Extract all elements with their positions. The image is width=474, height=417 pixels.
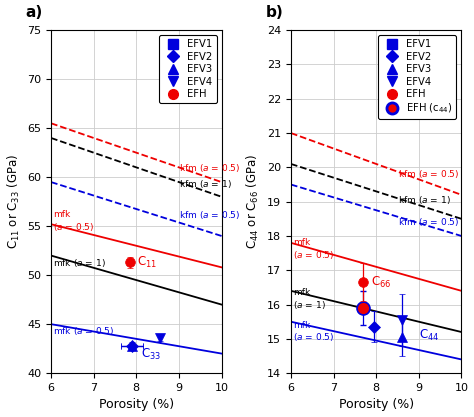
Text: kfm ($a$ = 0.5): kfm ($a$ = 0.5) [398,168,459,180]
Text: kfm ($a$ = 1): kfm ($a$ = 1) [398,194,450,206]
Legend: EFV1, EFV2, EFV3, EFV4, EFH: EFV1, EFV2, EFV3, EFV4, EFH [159,35,217,103]
Text: C$_{33}$: C$_{33}$ [141,347,161,362]
Text: C$_{66}$: C$_{66}$ [371,275,392,290]
Text: C$_{44}$: C$_{44}$ [419,328,439,343]
X-axis label: Porosity (%): Porosity (%) [99,399,174,412]
Legend: EFV1, EFV2, EFV3, EFV4, EFH, EFH (c$_{44}$): EFV1, EFV2, EFV3, EFV4, EFH, EFH (c$_{44… [378,35,456,119]
Text: a): a) [26,5,43,20]
Text: C$_{11}$: C$_{11}$ [137,255,157,270]
Text: mfk ($a$ = 0.5): mfk ($a$ = 0.5) [53,325,115,337]
Text: kfm ($a$ = 1): kfm ($a$ = 1) [179,178,232,190]
Y-axis label: C$_{11}$ or C$_{33}$ (GPa): C$_{11}$ or C$_{33}$ (GPa) [6,154,22,249]
Text: b): b) [265,5,283,20]
Text: mfk
($a$ = 0.5): mfk ($a$ = 0.5) [53,210,94,233]
Text: kfm ($a$ = 0.5): kfm ($a$ = 0.5) [179,209,240,221]
X-axis label: Porosity (%): Porosity (%) [338,399,414,412]
Text: mfk
($a$ = 0.5): mfk ($a$ = 0.5) [293,321,335,344]
Text: kfm ($a$ = 0.5): kfm ($a$ = 0.5) [179,162,240,174]
Text: mfk ($a$ = 1): mfk ($a$ = 1) [53,257,106,269]
Text: kfm ($a$ = 0.5): kfm ($a$ = 0.5) [398,216,459,228]
Text: mfk
($a$ = 0.5): mfk ($a$ = 0.5) [293,238,335,261]
Y-axis label: C$_{44}$ or C$_{66}$ (GPa): C$_{44}$ or C$_{66}$ (GPa) [246,154,262,249]
Text: mfk
($a$ = 1): mfk ($a$ = 1) [293,288,326,311]
